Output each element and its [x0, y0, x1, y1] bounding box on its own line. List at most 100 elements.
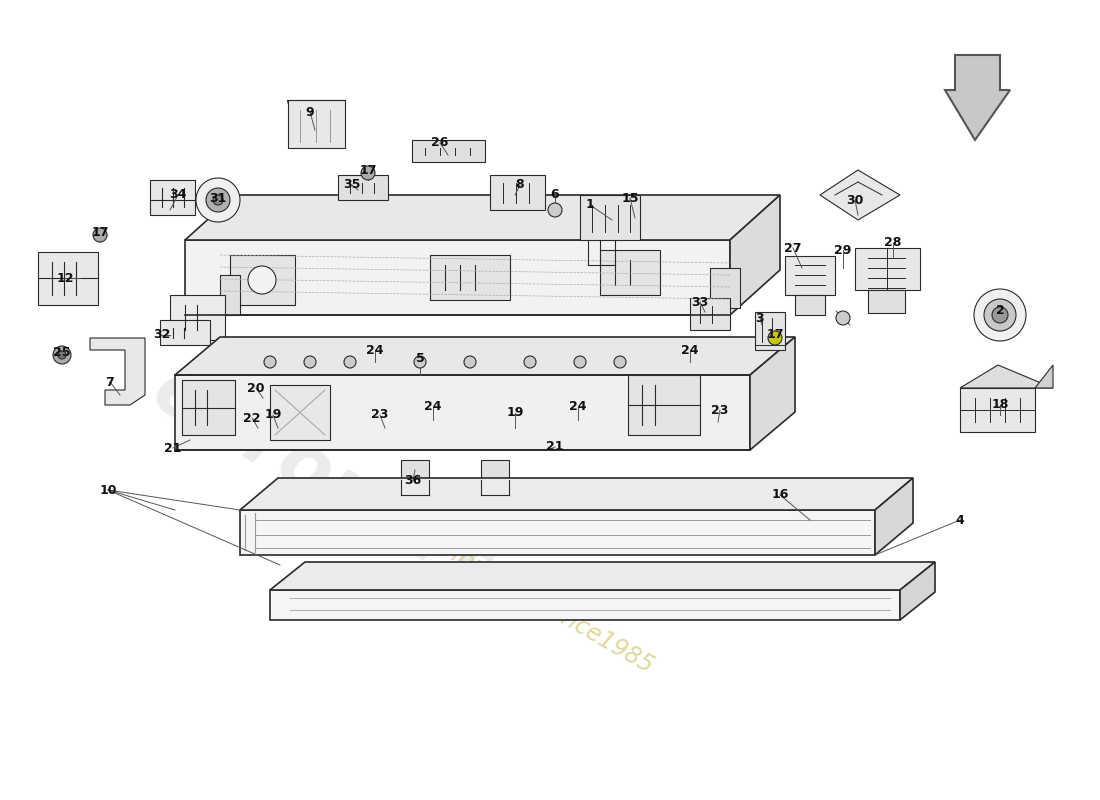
Text: 1: 1 — [585, 198, 594, 211]
Circle shape — [768, 331, 782, 345]
Polygon shape — [270, 385, 330, 440]
Text: 34: 34 — [169, 189, 187, 202]
Circle shape — [361, 166, 375, 180]
Polygon shape — [240, 478, 913, 510]
Text: 33: 33 — [692, 295, 708, 309]
Polygon shape — [750, 337, 795, 450]
Polygon shape — [820, 170, 900, 220]
Polygon shape — [288, 100, 345, 148]
Circle shape — [248, 266, 276, 294]
Text: 16: 16 — [771, 489, 789, 502]
Text: 27: 27 — [784, 242, 802, 254]
Polygon shape — [220, 275, 240, 315]
Circle shape — [58, 351, 66, 359]
Text: 3: 3 — [756, 311, 764, 325]
Polygon shape — [338, 175, 388, 200]
Polygon shape — [175, 337, 795, 375]
Polygon shape — [182, 380, 235, 435]
Text: 8: 8 — [516, 178, 525, 191]
Polygon shape — [160, 320, 210, 345]
Polygon shape — [690, 298, 730, 330]
Polygon shape — [90, 338, 145, 405]
Circle shape — [264, 356, 276, 368]
Polygon shape — [755, 312, 785, 350]
Text: 32: 32 — [153, 329, 170, 342]
Text: 4: 4 — [956, 514, 965, 526]
Polygon shape — [600, 250, 660, 295]
Circle shape — [206, 188, 230, 212]
Circle shape — [213, 195, 223, 205]
Text: 21: 21 — [164, 442, 182, 454]
Text: 29: 29 — [834, 243, 851, 257]
Polygon shape — [170, 295, 226, 340]
Polygon shape — [874, 478, 913, 555]
Polygon shape — [960, 388, 1035, 432]
Polygon shape — [230, 255, 295, 305]
Circle shape — [614, 356, 626, 368]
Polygon shape — [580, 195, 640, 240]
Polygon shape — [960, 365, 1053, 388]
Circle shape — [524, 356, 536, 368]
Circle shape — [94, 228, 107, 242]
Text: 2: 2 — [996, 303, 1004, 317]
Circle shape — [836, 311, 850, 325]
Circle shape — [53, 346, 72, 364]
Polygon shape — [402, 460, 429, 488]
Polygon shape — [1035, 365, 1053, 388]
Text: a passion for parts since1985: a passion for parts since1985 — [343, 482, 658, 678]
Polygon shape — [490, 175, 544, 210]
Circle shape — [974, 289, 1026, 341]
Text: 21: 21 — [547, 441, 563, 454]
Polygon shape — [175, 375, 750, 450]
Polygon shape — [730, 195, 780, 315]
Text: 28: 28 — [884, 237, 902, 250]
Text: 22: 22 — [243, 411, 261, 425]
Polygon shape — [270, 562, 935, 590]
Polygon shape — [185, 240, 730, 315]
Circle shape — [574, 356, 586, 368]
Text: 36: 36 — [405, 474, 421, 486]
Text: 7: 7 — [106, 375, 114, 389]
Polygon shape — [240, 510, 874, 555]
Text: 24: 24 — [425, 401, 442, 414]
Circle shape — [304, 356, 316, 368]
Text: 25: 25 — [53, 346, 70, 358]
Polygon shape — [185, 195, 780, 240]
Circle shape — [984, 299, 1016, 331]
Text: 23: 23 — [712, 403, 728, 417]
Circle shape — [344, 356, 356, 368]
Text: 26: 26 — [431, 137, 449, 150]
Text: 24: 24 — [681, 343, 698, 357]
Text: europarts: europarts — [139, 353, 541, 627]
Text: 30: 30 — [846, 194, 864, 206]
Circle shape — [414, 356, 426, 368]
Text: 12: 12 — [56, 271, 74, 285]
Text: 9: 9 — [306, 106, 315, 118]
Polygon shape — [785, 256, 835, 295]
Text: 24: 24 — [366, 343, 384, 357]
Text: 15: 15 — [621, 191, 639, 205]
Polygon shape — [868, 290, 905, 313]
Polygon shape — [430, 255, 510, 300]
Circle shape — [992, 307, 1008, 323]
Polygon shape — [900, 562, 935, 620]
Text: 18: 18 — [991, 398, 1009, 411]
Circle shape — [196, 178, 240, 222]
Polygon shape — [150, 180, 195, 215]
Text: 35: 35 — [343, 178, 361, 191]
Polygon shape — [628, 375, 700, 435]
Text: 17: 17 — [767, 329, 783, 342]
Polygon shape — [270, 590, 900, 620]
Text: 23: 23 — [372, 409, 388, 422]
Text: 17: 17 — [360, 163, 376, 177]
Text: 31: 31 — [209, 191, 227, 205]
Text: 5: 5 — [416, 351, 425, 365]
Text: 19: 19 — [264, 409, 282, 422]
Text: 19: 19 — [506, 406, 524, 419]
Circle shape — [548, 203, 562, 217]
Text: 24: 24 — [570, 401, 586, 414]
Polygon shape — [795, 295, 825, 315]
Text: 6: 6 — [551, 189, 559, 202]
Text: 10: 10 — [99, 483, 117, 497]
Polygon shape — [39, 252, 98, 305]
